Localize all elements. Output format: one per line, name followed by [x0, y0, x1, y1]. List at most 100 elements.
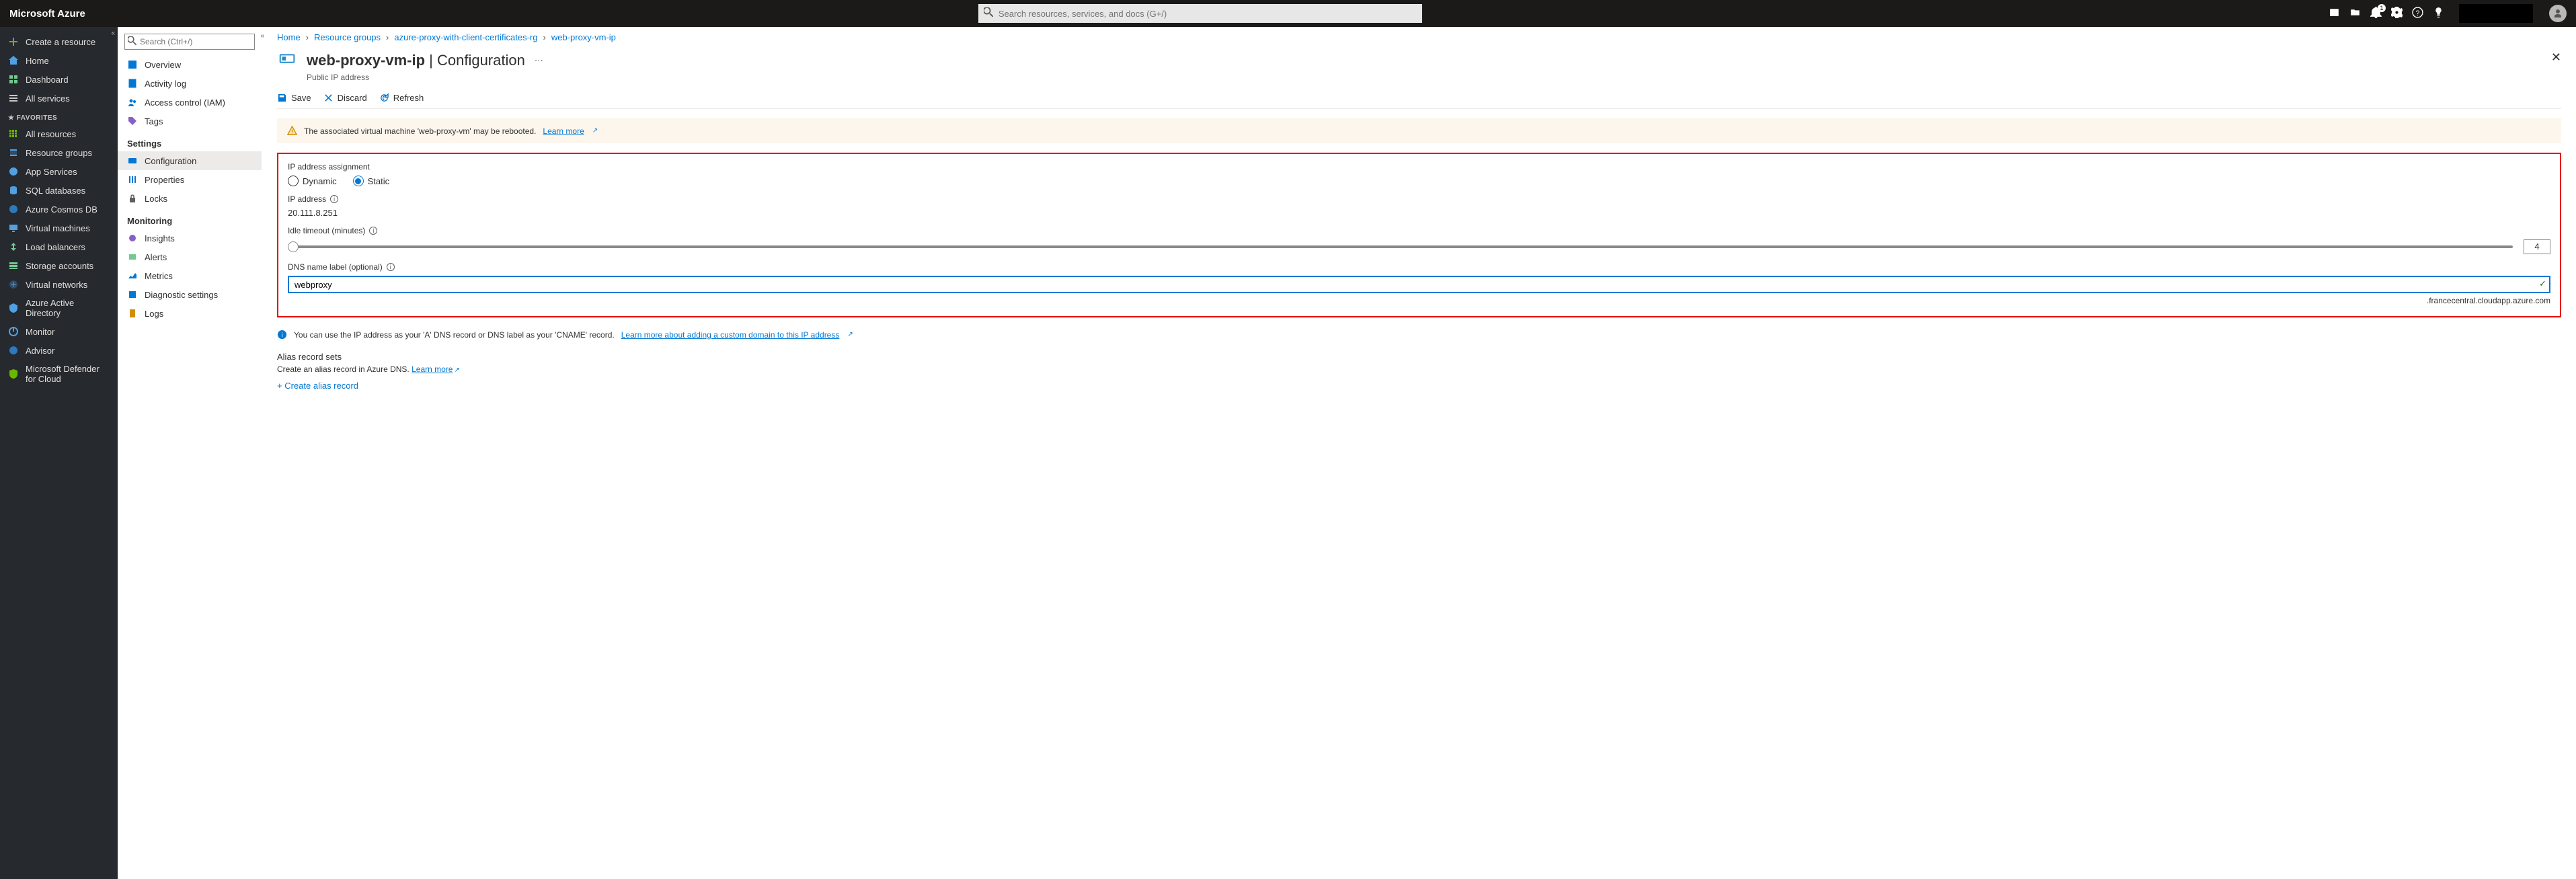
crumb-rg-name[interactable]: azure-proxy-with-client-certificates-rg [394, 32, 537, 42]
alias-subtext: Create an alias record in Azure DNS. Lea… [277, 365, 2561, 374]
menu-alerts[interactable]: Alerts [118, 247, 262, 266]
nav-resource-groups[interactable]: Resource groups [0, 143, 118, 162]
nav-label: Microsoft Defender for Cloud [26, 364, 110, 384]
crumb-resource[interactable]: web-proxy-vm-ip [551, 32, 616, 42]
more-icon[interactable]: ⋯ [535, 55, 543, 66]
page-title: web-proxy-vm-ip | Configuration [307, 52, 525, 69]
radio-dynamic[interactable]: Dynamic [288, 176, 337, 186]
nav-create-resource[interactable]: Create a resource [0, 32, 118, 51]
nav-section-favorites: ★ FAVORITES [0, 108, 118, 124]
collapse-nav-icon[interactable]: « [111, 30, 115, 37]
nav-load-balancers[interactable]: Load balancers [0, 237, 118, 256]
nav-monitor[interactable]: Monitor [0, 322, 118, 341]
nav-dashboard[interactable]: Dashboard [0, 70, 118, 89]
menu-label: Diagnostic settings [145, 290, 218, 300]
nav-label: Resource groups [26, 148, 92, 158]
cosmos-icon [8, 204, 19, 215]
banner-text: The associated virtual machine 'web-prox… [304, 126, 536, 136]
advisor-icon [8, 345, 19, 356]
notifications-badge: 1 [2378, 4, 2386, 12]
help-icon[interactable]: ? [2412, 7, 2423, 20]
nav-storage-accounts[interactable]: Storage accounts [0, 256, 118, 275]
page-subtitle: Public IP address [307, 73, 2561, 82]
menu-search-input[interactable] [124, 34, 255, 50]
hint-link[interactable]: Learn more about adding a custom domain … [621, 330, 840, 340]
nav-aad[interactable]: Azure Active Directory [0, 294, 118, 322]
overview-icon [127, 59, 138, 70]
info-icon[interactable]: i [330, 195, 338, 203]
nav-all-services[interactable]: All services [0, 89, 118, 108]
title-bar: web-proxy-vm-ip | Configuration ⋯ ✕ [277, 49, 2561, 71]
nav-home[interactable]: Home [0, 51, 118, 70]
menu-insights[interactable]: Insights [118, 229, 262, 247]
notifications-icon[interactable]: 1 [2370, 7, 2382, 20]
nav-label: Dashboard [26, 75, 69, 85]
idle-timeout-slider[interactable] [288, 245, 2513, 248]
nav-virtual-networks[interactable]: Virtual networks [0, 275, 118, 294]
global-search-input[interactable] [978, 4, 1422, 23]
menu-metrics[interactable]: Metrics [118, 266, 262, 285]
settings-icon[interactable] [2391, 7, 2403, 20]
ip-address-value: 20.111.8.251 [288, 208, 2550, 218]
nav-cosmos-db[interactable]: Azure Cosmos DB [0, 200, 118, 219]
menu-label: Configuration [145, 156, 196, 166]
dns-name-input[interactable] [288, 276, 2550, 293]
nav-sql-databases[interactable]: SQL databases [0, 181, 118, 200]
menu-tags[interactable]: Tags [118, 112, 262, 130]
directories-icon[interactable] [2349, 7, 2361, 20]
menu-iam[interactable]: Access control (IAM) [118, 93, 262, 112]
search-icon [128, 36, 136, 47]
nav-label: All services [26, 93, 70, 104]
menu-overview[interactable]: Overview [118, 55, 262, 74]
menu-label: Metrics [145, 271, 173, 281]
nav-defender[interactable]: Microsoft Defender for Cloud [0, 360, 118, 388]
feedback-icon[interactable] [2433, 7, 2444, 20]
lock-icon [127, 193, 138, 204]
menu-head-settings: Settings [118, 130, 262, 151]
breadcrumb: Home› Resource groups› azure-proxy-with-… [277, 32, 2561, 42]
cloud-shell-icon[interactable] [2329, 7, 2340, 20]
slider-thumb[interactable] [288, 241, 299, 252]
nav-all-resources[interactable]: All resources [0, 124, 118, 143]
crumb-home[interactable]: Home [277, 32, 301, 42]
tag-icon [127, 116, 138, 126]
menu-label: Access control (IAM) [145, 98, 225, 108]
menu-label: Locks [145, 194, 167, 204]
menu-configuration[interactable]: Configuration [118, 151, 262, 170]
nav-app-services[interactable]: App Services [0, 162, 118, 181]
primary-nav: « Create a resource Home Dashboard All s… [0, 27, 118, 879]
menu-label: Properties [145, 175, 184, 185]
nav-advisor[interactable]: Advisor [0, 341, 118, 360]
idle-timeout-value[interactable]: 4 [2524, 239, 2550, 254]
menu-activity-log[interactable]: Activity log [118, 74, 262, 93]
diagnostic-icon [127, 289, 138, 300]
home-icon [8, 55, 19, 66]
insights-icon [127, 233, 138, 243]
radio-static[interactable]: Static [353, 176, 390, 186]
menu-properties[interactable]: Properties [118, 170, 262, 189]
discard-button[interactable]: Discard [323, 93, 367, 103]
dns-label: DNS name label (optional)i [288, 262, 2550, 272]
monitor-icon [8, 326, 19, 337]
collapse-menu-icon[interactable]: « [260, 32, 264, 40]
info-icon[interactable]: i [369, 227, 377, 235]
refresh-button[interactable]: Refresh [379, 93, 424, 103]
top-bar: Microsoft Azure 1 ? [0, 0, 2576, 27]
nav-label: Virtual networks [26, 280, 87, 290]
menu-logs[interactable]: Logs [118, 304, 262, 323]
menu-diagnostic[interactable]: Diagnostic settings [118, 285, 262, 304]
banner-learn-more[interactable]: Learn more [543, 126, 584, 136]
avatar[interactable] [2549, 5, 2567, 22]
aad-icon [8, 303, 19, 313]
menu-label: Overview [145, 60, 181, 70]
nav-virtual-machines[interactable]: Virtual machines [0, 219, 118, 237]
save-button[interactable]: Save [277, 93, 311, 103]
account-block[interactable] [2459, 4, 2533, 23]
create-alias-link[interactable]: + Create alias record [277, 381, 358, 391]
crumb-rg[interactable]: Resource groups [314, 32, 381, 42]
nav-label: SQL databases [26, 186, 85, 196]
info-icon[interactable]: i [387, 263, 395, 271]
menu-locks[interactable]: Locks [118, 189, 262, 208]
close-icon[interactable]: ✕ [2551, 50, 2561, 65]
alias-learn-more[interactable]: Learn more [412, 365, 453, 374]
